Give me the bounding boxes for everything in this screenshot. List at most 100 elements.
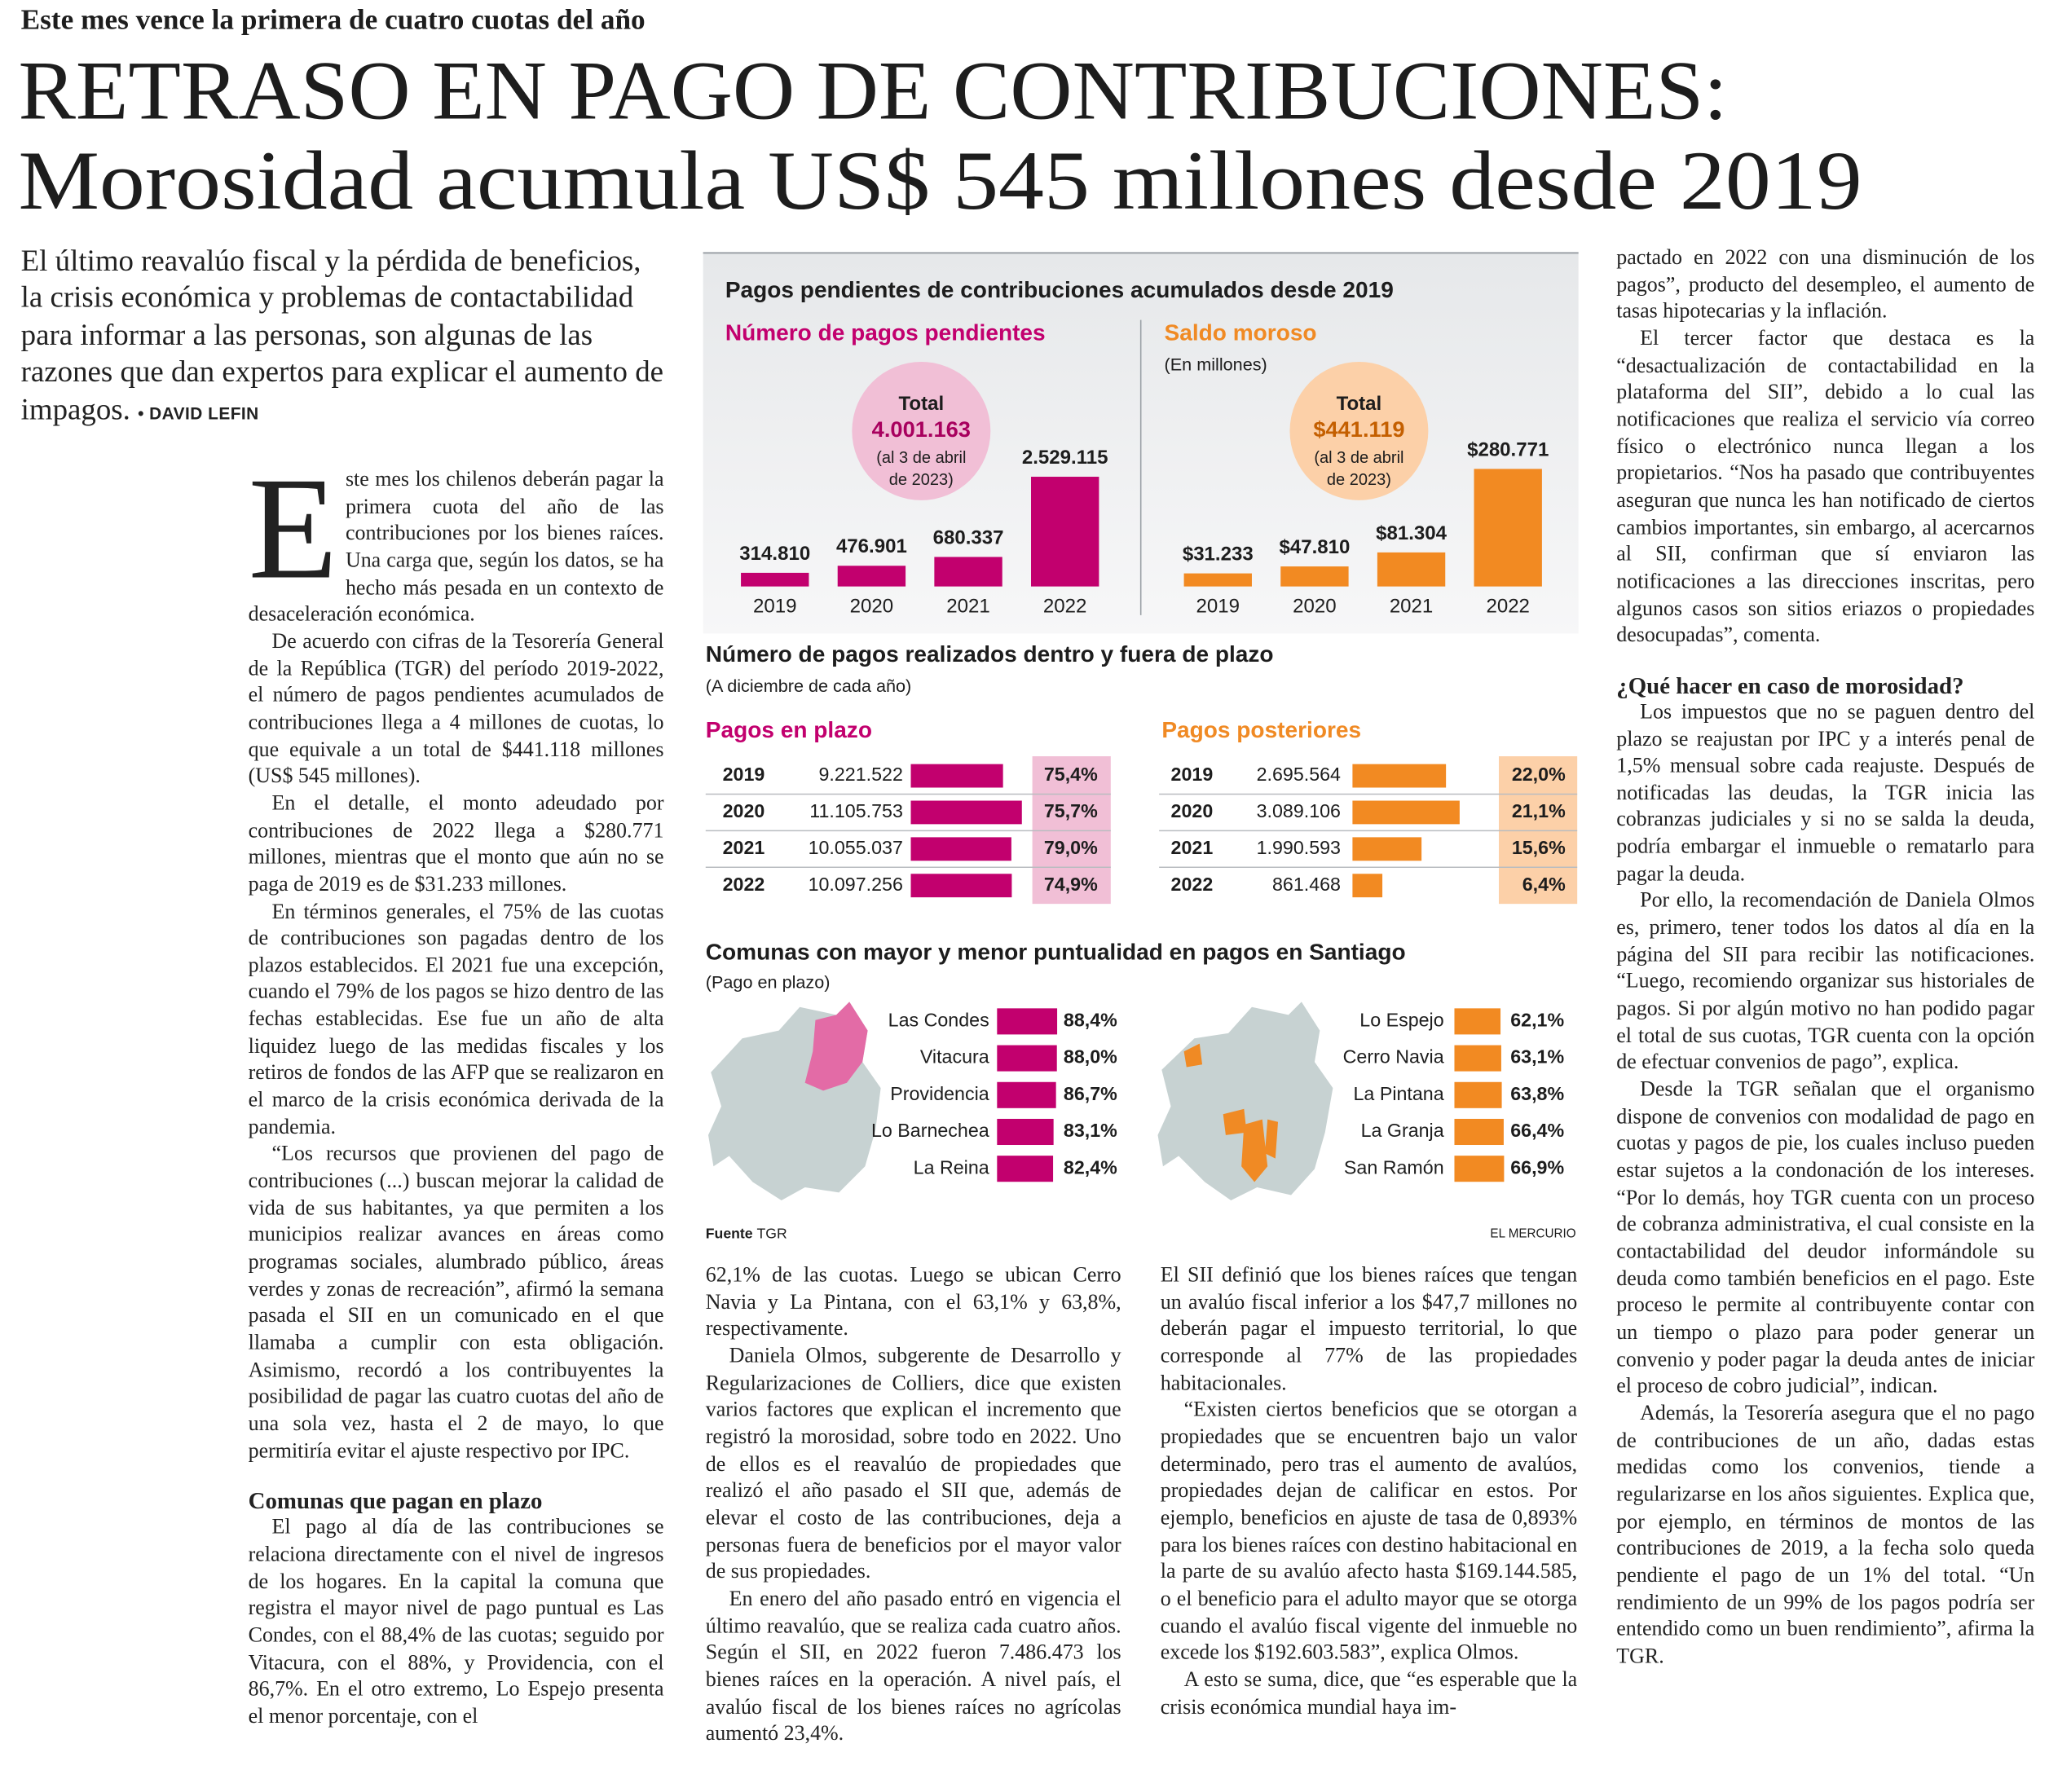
bar — [997, 1118, 1054, 1146]
share-label: 75,4% — [1044, 764, 1098, 785]
total-bubble — [1289, 361, 1429, 500]
paragraph: El pago al día de las contribuciones se … — [249, 1514, 664, 1730]
map — [1157, 1002, 1333, 1200]
paragraph-text: Daniela Olmos, subgerente de Desarrollo … — [705, 1344, 1121, 1583]
share-label: 21,1% — [1512, 800, 1566, 821]
headline: Morosidad acumula US$ 545 millones desde… — [18, 135, 1862, 227]
bar — [1474, 469, 1542, 587]
paragraph-text: ste mes los chilenos deberán pagar la pr… — [248, 467, 664, 627]
commune-name: La Reina — [914, 1156, 989, 1178]
year-label: 2022 — [1043, 596, 1086, 618]
lead: El último reavalúo fiscal y la pérdida d… — [21, 243, 669, 432]
count-label: 3.089.106 — [1257, 800, 1341, 821]
share-label: 82,4% — [1064, 1156, 1117, 1178]
share-column — [1498, 756, 1578, 905]
paragraph: Daniela Olmos, subgerente de Desarrollo … — [706, 1343, 1121, 1586]
value-label: $81.304 — [1376, 522, 1448, 544]
panel-subtitle: (En millones) — [1165, 354, 1267, 375]
paragraph: Los impuestos que no se paguen dentro de… — [1616, 698, 2034, 887]
year-label: 2019 — [723, 764, 765, 785]
commune-name: San Ramón — [1344, 1156, 1444, 1178]
bar — [1183, 573, 1252, 587]
year-label: 2020 — [1293, 596, 1336, 618]
paragraph: “Los recursos que provienen del pago de … — [249, 1141, 664, 1464]
paragraph: En el detalle, el monto adeudado por con… — [249, 790, 664, 897]
bar — [1031, 477, 1099, 587]
year-label: 2022 — [1171, 874, 1214, 895]
count-label: 1.990.593 — [1257, 837, 1341, 858]
paragraph-text: A esto se suma, dice, que “es esperable … — [1160, 1667, 1578, 1719]
bar — [1454, 1156, 1505, 1182]
section-subtitle: (A diciembre de cada año) — [706, 676, 911, 696]
kicker: Este mes vence la primera de cuatro cuot… — [21, 3, 646, 35]
count-label: 11.105.753 — [809, 800, 903, 821]
paragraph-text: Por ello, la recomendación de Daniela Ol… — [1616, 888, 2035, 1075]
section-title: Número de pagos realizados dentro y fuer… — [706, 641, 1274, 667]
share-label: 22,0% — [1512, 764, 1566, 785]
value-label: $31.233 — [1183, 544, 1254, 566]
share-label: 75,7% — [1044, 800, 1098, 821]
paragraph-text: “Los recursos que provienen del pago de … — [248, 1142, 664, 1463]
commune-name: Vitacura — [920, 1046, 989, 1068]
year-label: 2021 — [946, 596, 989, 618]
drop-cap: E — [248, 447, 338, 610]
total-value: $441.119 — [1313, 416, 1404, 442]
headline: RETRASO EN PAGO DE CONTRIBUCIONES: — [18, 45, 1727, 137]
paragraph: A esto se suma, dice, que “es esperable … — [1161, 1667, 1577, 1720]
count-label: 10.097.256 — [809, 874, 903, 895]
infographic-title: Pagos pendientes de contribuciones acumu… — [725, 277, 1394, 302]
map-highlight — [1183, 1043, 1279, 1182]
subheading: Comunas que pagan en plazo — [248, 1488, 543, 1515]
paragraph-text: En el detalle, el monto adeudado por con… — [248, 791, 664, 896]
paragraph-text: Desde la TGR señalan que el organismo di… — [1616, 1077, 2035, 1398]
paragraph-text: En enero del año pasado entró en vigenci… — [705, 1587, 1121, 1746]
year-label: 2021 — [723, 837, 765, 858]
share-label: 74,9% — [1044, 874, 1098, 895]
byline: • DAVID LEFIN — [138, 403, 259, 423]
paragraph-text: pactado en 2022 con una disminución de l… — [1616, 245, 2035, 324]
bar — [1454, 1008, 1501, 1035]
share-label: 83,1% — [1064, 1120, 1117, 1141]
commune-name: Las Condes — [888, 1010, 989, 1031]
year-label: 2020 — [850, 596, 893, 618]
section-subtitle: (Pago en plazo) — [706, 972, 831, 993]
count-label: 2.695.564 — [1257, 764, 1341, 785]
header: Este mes vence la primera de cuatro cuot… — [18, 3, 1862, 227]
source-label: Fuente — [706, 1225, 753, 1241]
year-label: 2021 — [1171, 837, 1214, 858]
total-note: (al 3 de abril — [1314, 449, 1403, 467]
bar — [997, 1156, 1054, 1182]
share-label: 79,0% — [1044, 837, 1098, 858]
paragraph-text: De acuerdo con cifras de la Tesorería Ge… — [248, 629, 664, 788]
bar — [741, 572, 809, 587]
paragraph: El SII definió que los bienes raíces que… — [1161, 1261, 1577, 1397]
bar — [1454, 1081, 1502, 1108]
paragraph: Por ello, la recomendación de Daniela Ol… — [1616, 887, 2034, 1077]
paragraph-text: En términos generales, el 75% de las cuo… — [248, 899, 664, 1139]
commune-name: Providencia — [890, 1083, 989, 1104]
bar — [910, 837, 1011, 861]
bar — [1352, 764, 1447, 788]
bar — [1352, 800, 1460, 825]
paragraph-text: El tercer factor que destaca es la “desa… — [1616, 326, 2035, 647]
share-label: 66,9% — [1510, 1156, 1564, 1178]
bar — [1352, 874, 1383, 898]
paragraph-text: 62,1% de las cuotas. Luego se ubican Cer… — [705, 1262, 1121, 1341]
value-label: 314.810 — [739, 543, 810, 565]
paragraph: Además, la Tesorería asegura que el no p… — [1616, 1400, 2034, 1670]
bar — [997, 1081, 1056, 1108]
year-label: 2020 — [1171, 800, 1214, 821]
year-label: 2019 — [753, 596, 796, 618]
paragraph: pactado en 2022 con una disminución de l… — [1616, 244, 2034, 325]
share-label: 88,0% — [1064, 1046, 1117, 1068]
total-label: Total — [899, 393, 945, 415]
panel-title: Número de pagos pendientes — [725, 320, 1046, 346]
value-label: 476.901 — [836, 535, 907, 557]
paragraph: El tercer factor que destaca es la “desa… — [1616, 325, 2034, 649]
year-label: 2022 — [1486, 596, 1529, 618]
share-label: 62,1% — [1510, 1010, 1564, 1031]
share-label: 63,1% — [1510, 1046, 1564, 1068]
